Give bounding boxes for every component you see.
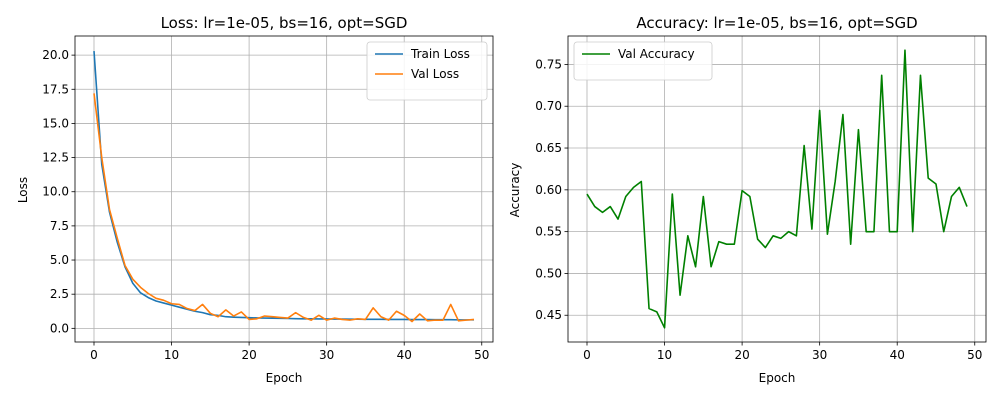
loss-y-tick-label: 15.0 [42,116,69,130]
accuracy-legend: Val Accuracy [573,41,713,81]
accuracy-x-tick-label: 30 [812,348,827,362]
loss-x-tick-label: 0 [90,348,98,362]
loss-chart-title: Loss: lr=1e-05, bs=16, opt=SGD [161,14,408,32]
accuracy-chart: 0 10 20 30 40 50 0.45 0.50 0.55 0.60 0.65 0.70 0.75 V… [508,14,987,385]
accuracy-x-tick-label: 0 [583,348,591,362]
loss-legend: Train Loss Val Loss [366,41,488,101]
loss-plot-area: 0 10 20 30 40 50 0.0 2.5 5.0 7.5 10.0 12.5 15.0 17.5 2… [42,35,494,362]
loss-y-tick-label: 5.0 [50,253,69,267]
loss-y-tick-label: 12.5 [42,151,69,165]
accuracy-x-tick-label: 20 [734,348,749,362]
loss-y-tick-label: 7.5 [50,219,69,233]
loss-y-tick-label: 0.0 [50,321,69,335]
accuracy-y-tick-label: 0.75 [535,57,562,71]
accuracy-x-tick-label: 10 [657,348,672,362]
loss-legend-entry: Val Loss [411,67,459,81]
loss-x-tick-label: 20 [241,348,256,362]
accuracy-y-axis-label: Accuracy [508,163,522,218]
loss-y-tick-label: 17.5 [42,82,69,96]
accuracy-legend-entry: Val Accuracy [618,47,695,61]
loss-y-tick-label: 2.5 [50,287,69,301]
loss-axes-frame [74,35,494,343]
accuracy-series-line-val-accuracy [586,49,968,329]
loss-legend-entry: Train Loss [410,47,470,61]
accuracy-y-tick-label: 0.55 [535,225,562,239]
accuracy-axes-frame [567,35,987,343]
accuracy-x-axis-label: Epoch [759,371,796,385]
accuracy-y-tick-label: 0.45 [535,308,562,322]
accuracy-y-tick-label: 0.60 [535,183,562,197]
loss-x-axis-label: Epoch [266,371,303,385]
accuracy-x-tick-label: 40 [890,348,905,362]
loss-series-line-val-loss [93,93,475,323]
loss-x-tick-label: 30 [319,348,334,362]
accuracy-y-tick-label: 0.50 [535,266,562,280]
accuracy-x-tick-label: 50 [967,348,982,362]
loss-y-tick-label: 20.0 [42,48,69,62]
accuracy-y-tick-label: 0.70 [535,99,562,113]
loss-legend-box [366,41,488,101]
loss-y-axis-label: Loss [16,177,30,203]
loss-y-tick-label: 10.0 [42,185,69,199]
loss-chart: 0 10 20 30 40 50 0.0 2.5 5.0 7.5 10.0 12.5 15.0 17.5 2… [16,14,494,385]
accuracy-legend-box [573,41,713,81]
loss-x-tick-label: 50 [474,348,489,362]
loss-x-tick-label: 10 [164,348,179,362]
accuracy-plot-area: 0 10 20 30 40 50 0.45 0.50 0.55 0.60 0.65 0.70 0.75 V… [535,35,987,362]
accuracy-chart-title: Accuracy: lr=1e-05, bs=16, opt=SGD [636,14,917,32]
accuracy-y-tick-label: 0.65 [535,141,562,155]
loss-x-tick-label: 40 [397,348,412,362]
